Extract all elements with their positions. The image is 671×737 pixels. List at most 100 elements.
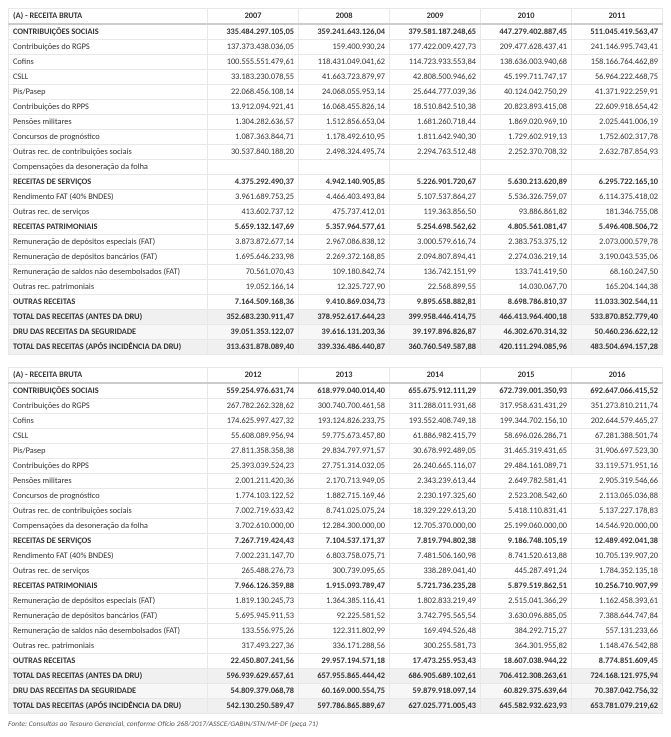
cell-value: 92.225.581,52	[299, 609, 390, 624]
cell-value: 1.681.260.718,44	[390, 115, 481, 130]
cell-value: 7.002.231.147,70	[208, 549, 299, 564]
cell-value: 11.033.302.544,11	[572, 295, 663, 310]
cell-value: 29.957.194.571,18	[299, 654, 390, 669]
row-label: Compensações da desoneração da folha	[9, 519, 208, 534]
row-label: Remuneração de saldos não desembolsados …	[9, 624, 208, 639]
col-year: 2015	[481, 368, 572, 384]
table-row: CSLL55.608.089.956,9459.775.673.457,8061…	[9, 429, 663, 444]
cell-value: 22.609.918.654,42	[572, 100, 663, 115]
cell-value: 118.431.049.041,62	[299, 55, 390, 70]
cell-value: 313.631.878.089,40	[208, 340, 299, 355]
cell-value: 7.481.506.160,98	[390, 549, 481, 564]
cell-value: 25.644.777.039,36	[390, 85, 481, 100]
cell-value: 18.329.229.613,20	[390, 504, 481, 519]
cell-value: 1.178.492.610,95	[299, 130, 390, 145]
cell-value: 7.104.537.171,37	[299, 534, 390, 549]
cell-value: 24.068.055.953,14	[299, 85, 390, 100]
row-label: RECEITAS DE SERVIÇOS	[9, 175, 208, 190]
cell-value: 54.809.379.068,78	[208, 684, 299, 699]
cell-value: 4.942.140.905,85	[299, 175, 390, 190]
cell-value: 5.879.519.862,51	[481, 579, 572, 594]
cell-value: 39.197.896.826,87	[390, 325, 481, 340]
cell-value: 10.705.139.907,20	[572, 549, 663, 564]
cell-value: 267.782.262.328,62	[208, 399, 299, 414]
cell-value: 3.961.689.753,25	[208, 190, 299, 205]
cell-value: 1.802.833.219,49	[390, 594, 481, 609]
table-row: Pis/Pasep22.068.456.108,1424.068.055.953…	[9, 85, 663, 100]
cell-value: 1.752.602.317,78	[572, 130, 663, 145]
cell-value: 33.183.230.078,55	[208, 70, 299, 85]
row-label: Pis/Pasep	[9, 444, 208, 459]
cell-value: 12.705.370.000,00	[390, 519, 481, 534]
cell-value: 202.644.579.465,27	[572, 414, 663, 429]
table-row: Compensações da desoneração da folha3.70…	[9, 519, 663, 534]
row-label: CSLL	[9, 429, 208, 444]
cell-value: 138.636.003.940,68	[481, 55, 572, 70]
row-label: Remuneração de saldos não desembolsados …	[9, 265, 208, 280]
cell-value: 2.632.787.854,93	[572, 145, 663, 160]
cell-value: 657.955.865.444,42	[299, 669, 390, 684]
table-row: Rendimento FAT (40% BNDES)3.961.689.753,…	[9, 190, 663, 205]
col-year: 2014	[390, 368, 481, 384]
table-row: DRU DAS RECEITAS DA SEGURIDADE54.809.379…	[9, 684, 663, 699]
table-row: TOTAL DAS RECEITAS (ANTES DA DRU)352.683…	[9, 310, 663, 325]
cell-value: 174.625.997.427,32	[208, 414, 299, 429]
cell-value: 55.608.089.956,94	[208, 429, 299, 444]
table-row: RECEITAS PATRIMONIAIS5.659.132.147,695.3…	[9, 220, 663, 235]
cell-value: 2.274.036.219,14	[481, 250, 572, 265]
cell-value: 7.388.644.747,84	[572, 609, 663, 624]
cell-value: 2.230.197.325,60	[390, 489, 481, 504]
cell-value: 70.387.042.756,32	[572, 684, 663, 699]
cell-value: 4.375.292.490,37	[208, 175, 299, 190]
cell-value: 109.180.842,74	[299, 265, 390, 280]
table-row: Remuneração de saldos não desembolsados …	[9, 624, 663, 639]
cell-value: 5.630.213.620,89	[481, 175, 572, 190]
cell-value: 5.418.110.831,41	[481, 504, 572, 519]
cell-value: 5.107.537.864,27	[390, 190, 481, 205]
cell-value: 1.695.646.233,98	[208, 250, 299, 265]
cell-value: 30.678.992.489,05	[390, 444, 481, 459]
cell-value: 3.190.043.535,06	[572, 250, 663, 265]
cell-value: 311.288.011.931,68	[390, 399, 481, 414]
header-label: (A) - RECEITA BRUTA	[9, 368, 208, 384]
cell-value: 597.786.865.889,67	[299, 699, 390, 714]
table-row: Contribuições do RGPS267.782.262.328,623…	[9, 399, 663, 414]
row-label: Outras rec. de serviços	[9, 205, 208, 220]
col-year: 2016	[572, 368, 663, 384]
row-label: Concursos de prognóstico	[9, 130, 208, 145]
cell-value: 542.130.250.589,47	[208, 699, 299, 714]
table-row: Outras rec. de contribuições sociais7.00…	[9, 504, 663, 519]
cell-value: 364.301.955,82	[481, 639, 572, 654]
cell-value: 3.742.795.565,54	[390, 609, 481, 624]
table-row: TOTAL DAS RECEITAS (APÓS INCIDÊNCIA DA D…	[9, 340, 663, 355]
cell-value: 2.073.000.579,78	[572, 235, 663, 250]
cell-value: 686.905.689.102,61	[390, 669, 481, 684]
table-row: Remuneração de depósitos especiais (FAT)…	[9, 235, 663, 250]
cell-value: 399.958.446.414,75	[390, 310, 481, 325]
cell-value: 27.811.358.358,38	[208, 444, 299, 459]
cell-value: 7.164.509.168,36	[208, 295, 299, 310]
cell-value: 466.413.964.400,18	[481, 310, 572, 325]
cell-value: 1.162.458.393,61	[572, 594, 663, 609]
table-row: Compensações da desoneração da folha	[9, 160, 663, 175]
cell-value: 5.659.132.147,69	[208, 220, 299, 235]
cell-value: 100.555.551.479,61	[208, 55, 299, 70]
table-row: TOTAL DAS RECEITAS (APÓS INCIDÊNCIA DA D…	[9, 699, 663, 714]
cell-value: 40.124.042.750,29	[481, 85, 572, 100]
cell-value: 7.966.126.359,88	[208, 579, 299, 594]
cell-value: 61.886.982.415,79	[390, 429, 481, 444]
cell-value: 2.383.753.375,12	[481, 235, 572, 250]
row-label: Remuneração de depósitos especiais (FAT)	[9, 594, 208, 609]
row-label: Contribuições do RPPS	[9, 459, 208, 474]
cell-value: 114.723.933.553,84	[390, 55, 481, 70]
cell-value: 559.254.976.631,74	[208, 383, 299, 399]
table-row: Outras rec. de serviços413.602.737,12475…	[9, 205, 663, 220]
cell-value: 14.030.067,70	[481, 280, 572, 295]
row-label: Pensões militares	[9, 115, 208, 130]
cell-value: 33.119.571.951,16	[572, 459, 663, 474]
cell-value: 29.834.797.971,57	[299, 444, 390, 459]
cell-value: 60.829.375.639,64	[481, 684, 572, 699]
cell-value: 2.498.324.495,74	[299, 145, 390, 160]
cell-value: 181.346.755,08	[572, 205, 663, 220]
cell-value: 2.343.239.613,44	[390, 474, 481, 489]
